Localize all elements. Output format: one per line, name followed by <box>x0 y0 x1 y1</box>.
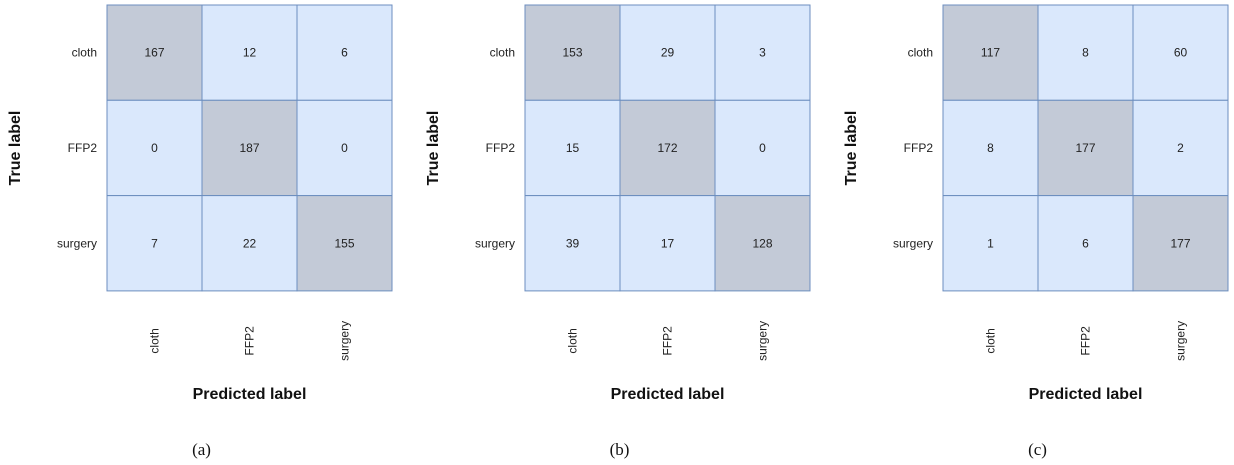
column-tick-label: surgery <box>338 321 352 361</box>
confusion-matrix-panel: 167 12 6 0 187 0 7 22 155 cloth FFP2 surgery cloth FF… <box>7 4 393 459</box>
cell-value: 6 <box>341 46 348 60</box>
row-tick-label: FFP2 <box>904 141 934 155</box>
column-tick-label: FFP2 <box>661 326 675 356</box>
diagonal-cell <box>619 99 716 197</box>
cell-value: 39 <box>566 236 580 250</box>
matrix-cell <box>714 99 811 197</box>
column-tick-label: surgery <box>756 321 770 361</box>
cell-value: 167 <box>144 46 164 60</box>
matrix-cell <box>1037 4 1134 101</box>
cell-value: 7 <box>151 236 158 250</box>
cell-value: 177 <box>1075 141 1095 155</box>
x-axis-title: Predicted label <box>193 386 307 403</box>
matrix-cell <box>524 195 621 292</box>
cell-value: 177 <box>1170 236 1190 250</box>
cell-value: 153 <box>562 46 582 60</box>
cell-value: 0 <box>759 141 766 155</box>
subfigure-caption: (c) <box>1028 440 1047 459</box>
row-tick-label: surgery <box>475 236 515 250</box>
matrix-cell <box>296 4 393 101</box>
row-tick-label: FFP2 <box>68 141 98 155</box>
column-tick-label: FFP2 <box>243 326 257 356</box>
matrix-cell <box>714 4 811 101</box>
diagonal-cell <box>1132 195 1229 292</box>
cell-value: 172 <box>657 141 677 155</box>
row-tick-label: surgery <box>893 236 933 250</box>
cell-value: 3 <box>759 46 766 60</box>
diagonal-cell <box>1037 99 1134 197</box>
y-axis-title: True label <box>7 111 24 186</box>
matrix-cell <box>201 195 298 292</box>
diagonal-cell <box>296 195 393 292</box>
diagonal-cell <box>106 4 203 101</box>
cell-value: 60 <box>1174 46 1188 60</box>
matrix-cell <box>942 195 1039 292</box>
matrix-cell <box>1132 99 1229 197</box>
matrix-cell <box>524 99 621 197</box>
column-tick-label: cloth <box>566 328 580 353</box>
diagonal-cell <box>524 4 621 101</box>
cell-value: 128 <box>752 236 772 250</box>
x-axis-title: Predicted label <box>611 386 725 403</box>
diagonal-cell <box>942 4 1039 101</box>
diagonal-cell <box>201 99 298 197</box>
row-tick-label: surgery <box>57 236 97 250</box>
subfigure-caption: (a) <box>192 440 211 459</box>
cell-value: 8 <box>987 141 994 155</box>
cell-value: 0 <box>151 141 158 155</box>
y-axis-title: True label <box>843 111 860 186</box>
matrix-cell <box>296 99 393 197</box>
cell-value: 155 <box>334 236 354 250</box>
cell-value: 12 <box>243 46 257 60</box>
confusion-matrix-panel: 153 29 3 15 172 0 39 17 128 cloth FFP2 surgery cloth… <box>425 4 811 459</box>
cell-value: 1 <box>987 236 994 250</box>
column-tick-label: cloth <box>148 328 162 353</box>
subfigure-caption: (b) <box>610 440 630 459</box>
column-tick-label: FFP2 <box>1079 326 1093 356</box>
column-tick-label: cloth <box>984 328 998 353</box>
y-axis-title: True label <box>425 111 442 186</box>
confusion-matrix-panel: 117 8 60 8 177 2 1 6 177 cloth FFP2 surgery cloth FFP… <box>843 4 1229 459</box>
matrix-cell <box>201 4 298 101</box>
matrix-cell <box>1132 4 1229 101</box>
cell-value: 29 <box>661 46 675 60</box>
cell-value: 17 <box>661 236 675 250</box>
row-tick-label: cloth <box>72 46 97 60</box>
matrix-cell <box>106 99 203 197</box>
cell-value: 2 <box>1177 141 1184 155</box>
cell-value: 117 <box>981 46 1000 60</box>
diagonal-cell <box>714 195 811 292</box>
cell-value: 6 <box>1082 236 1089 250</box>
matrix-cell <box>942 99 1039 197</box>
row-tick-label: cloth <box>490 46 515 60</box>
cell-value: 15 <box>566 141 580 155</box>
cell-value: 0 <box>341 141 348 155</box>
row-tick-label: cloth <box>908 46 933 60</box>
cell-value: 187 <box>239 141 259 155</box>
matrix-cell <box>619 195 716 292</box>
x-axis-title: Predicted label <box>1029 386 1143 403</box>
column-tick-label: surgery <box>1174 321 1188 361</box>
cell-value: 8 <box>1082 46 1089 60</box>
row-tick-label: FFP2 <box>486 141 516 155</box>
matrix-cell <box>106 195 203 292</box>
cell-value: 22 <box>243 236 257 250</box>
